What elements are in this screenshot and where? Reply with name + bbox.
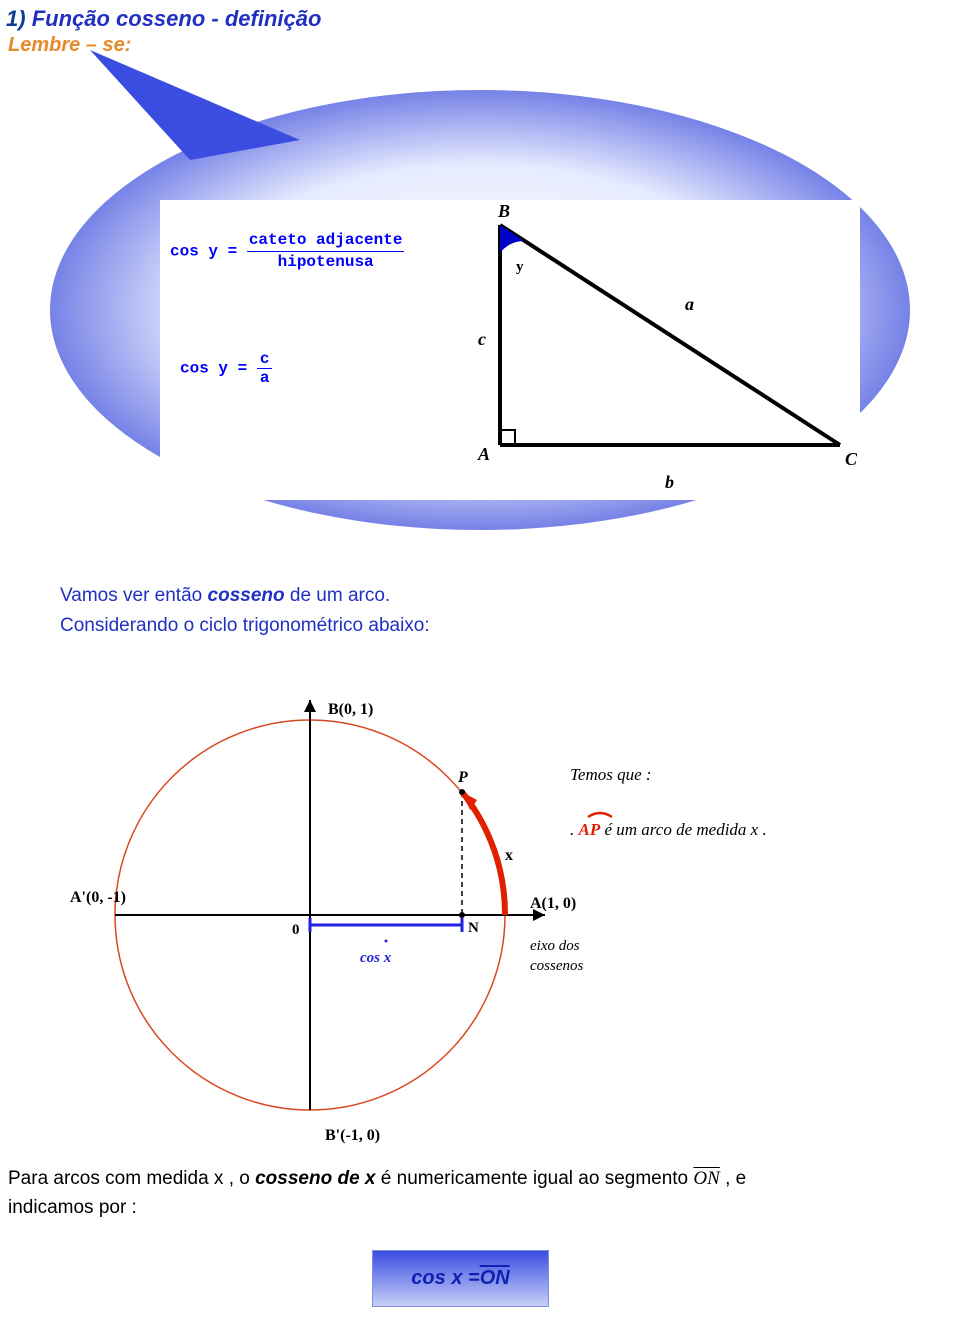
side-a-label: a (685, 294, 694, 314)
P-label: P (457, 769, 468, 786)
Aprime-label: A'(0, -1) (70, 889, 126, 906)
bottom-paragraph: Para arcos com medida x , o cosseno de x… (8, 1165, 746, 1222)
formula1-lhs: cos y = (170, 243, 237, 261)
temos-que: Temos que : (570, 765, 652, 784)
intro-sentence-2: Considerando o ciclo trigonométrico abai… (60, 615, 430, 637)
vertex-C-label: C (845, 449, 858, 469)
formula1-numerator: cateto adjacente (247, 230, 405, 252)
arc-AP-label: AP (578, 820, 601, 839)
O-label: 0 (292, 922, 300, 938)
intro-sentence-1: Vamos ver então cosseno de um arco. (60, 585, 390, 607)
cosx-label: cos x (360, 950, 392, 966)
triangle-diagram: B A C a b c y (440, 205, 860, 495)
para1-em: cosseno (208, 585, 285, 606)
para1-post: de um arco. (285, 585, 391, 606)
para3-3: , e (720, 1168, 746, 1189)
formula2-numerator: c (257, 350, 273, 369)
eixo-line2: cossenos (530, 958, 583, 974)
para3-4: indicamos por : (8, 1197, 137, 1218)
eixo-line1: eixo dos (530, 938, 580, 954)
formula-panel: cos y = cateto adjacente hipotenusa cos … (160, 200, 860, 500)
x-label: x (505, 847, 513, 864)
para3-1: Para arcos com medida x , o (8, 1168, 255, 1189)
arc-stmt-pre: . (570, 820, 579, 839)
side-c-label: c (478, 329, 486, 349)
side-b-label: b (665, 472, 674, 492)
page-root: 1) Função cosseno - definição Lembre – s… (0, 0, 960, 1321)
para3-2: é numericamente igual ao segmento (376, 1168, 694, 1189)
svg-text:. AP é um arco de medida x .: . AP é um arco de medida x . (570, 820, 767, 839)
A-label: A(1, 0) (530, 895, 576, 912)
result-box: cos x = ON (372, 1250, 549, 1307)
para3-em: cosseno de x (255, 1168, 375, 1189)
cos-formula-letters: cos y = c a (180, 350, 272, 387)
formula2-denominator: a (257, 369, 273, 387)
page-title: 1) Função cosseno - definição (6, 6, 321, 32)
vertex-A-label: A (477, 444, 490, 464)
cos-formula-words: cos y = cateto adjacente hipotenusa (170, 230, 404, 273)
title-text: Função cosseno - definição (32, 6, 322, 31)
result-rhs: ON (480, 1267, 510, 1290)
segment-ON: ON (693, 1168, 719, 1189)
title-number: 1) (6, 6, 26, 31)
N-label: N (468, 920, 479, 936)
B-label: B(0, 1) (328, 701, 373, 718)
Bprime-label: B'(-1, 0) (325, 1127, 380, 1144)
speech-bubble: cos y = cateto adjacente hipotenusa cos … (40, 50, 920, 550)
formula2-lhs: cos y = (180, 360, 247, 378)
unit-circle-diagram: B(0, 1) A'(0, -1) A(1, 0) B'(-1, 0) 0 N … (70, 670, 890, 1150)
formula1-denominator: hipotenusa (247, 252, 405, 273)
arc-stmt-post: é um arco de medida x . (600, 820, 767, 839)
para1-pre: Vamos ver então (60, 585, 208, 606)
vertex-B-label: B (497, 205, 510, 221)
angle-y-label: y (516, 259, 524, 275)
result-lhs: cos x = (411, 1267, 479, 1290)
